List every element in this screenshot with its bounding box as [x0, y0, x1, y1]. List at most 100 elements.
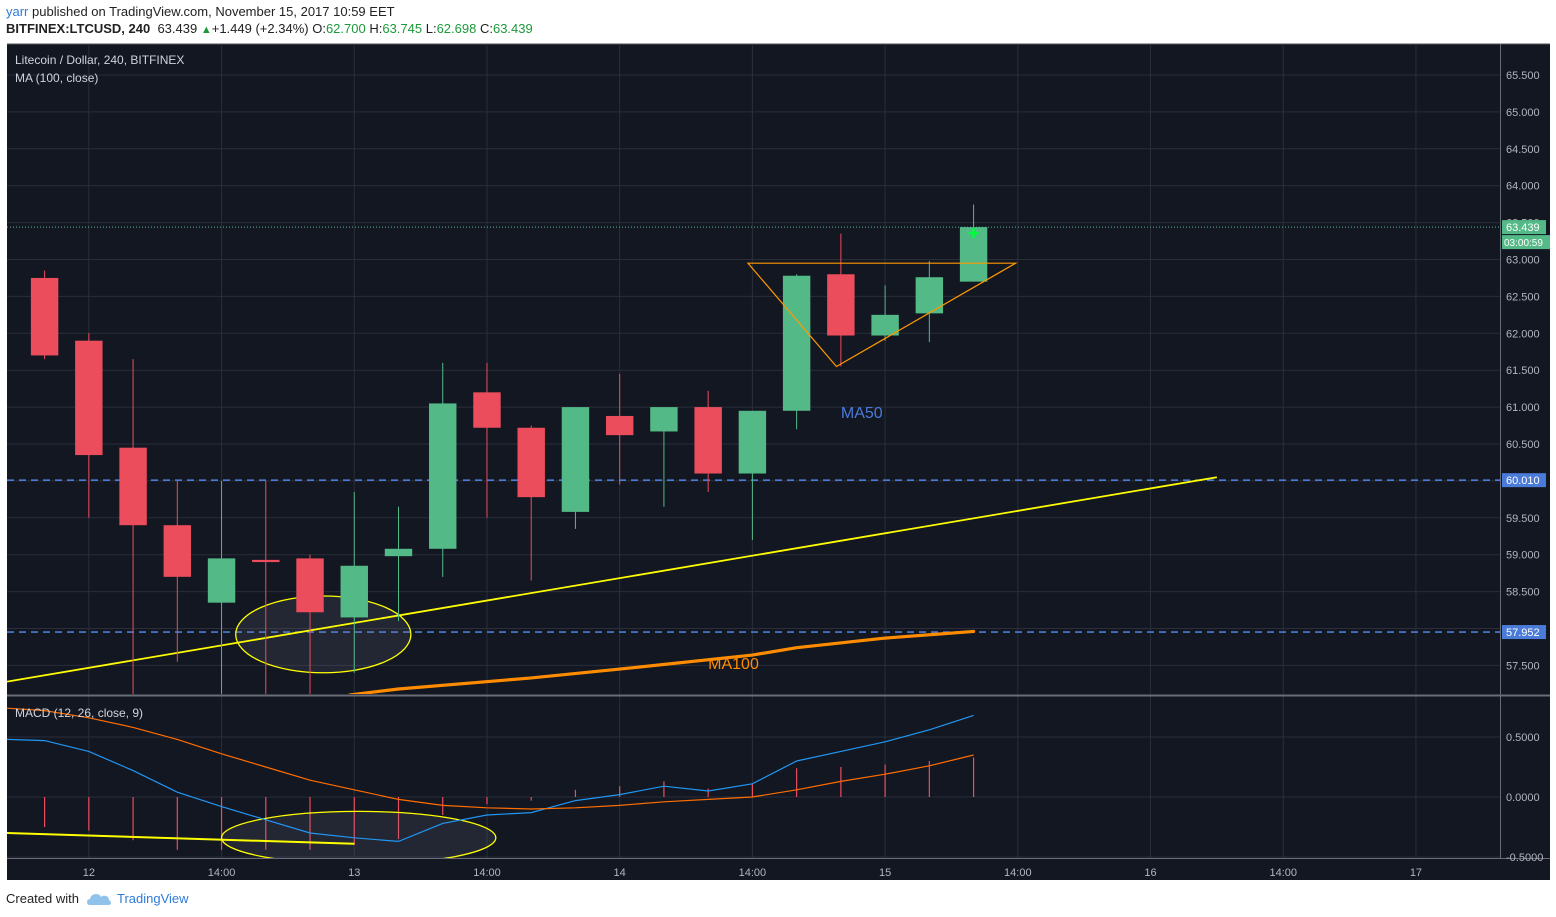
macd-pane: [7, 707, 975, 858]
author-link[interactable]: yarr: [6, 4, 29, 19]
time-tick-label: 14:00: [1004, 867, 1032, 879]
candle-body: [429, 403, 457, 549]
chart-background: [7, 44, 1550, 880]
time-axis: 12 14:00 13 14:00 14 14:00 15 14:00 16 14:00 17: [83, 867, 1422, 879]
macd-tick-label: 0.0000: [1506, 792, 1540, 804]
tradingview-logo-icon: [86, 893, 111, 905]
price-tick-label: 63.000: [1506, 255, 1540, 267]
candle: [561, 407, 590, 529]
created-with-label: Created with: [6, 891, 79, 906]
candle-body: [517, 427, 545, 498]
candle-body: [30, 277, 59, 356]
candle-body: [384, 548, 413, 557]
price-tick-label: 58.500: [1506, 587, 1540, 599]
candle: [252, 480, 280, 694]
price-tick-label: 61.000: [1506, 402, 1540, 414]
macd-signal-line: [7, 707, 974, 810]
high-label: H:: [369, 21, 383, 36]
price-tick-label: 62.500: [1506, 291, 1540, 303]
pane-title: Litecoin / Dollar, 240, BITFINEX: [15, 53, 184, 67]
countdown-tag: [1502, 235, 1550, 250]
candle-body: [605, 415, 634, 436]
candle: [340, 491, 368, 673]
candle: [605, 373, 634, 485]
time-tick-label: 15: [879, 867, 891, 879]
candle: [738, 410, 767, 540]
candle-body: [340, 565, 368, 618]
footer: Created with TradingView: [6, 891, 189, 906]
support-trendline: [7, 476, 1218, 683]
candle: [75, 333, 103, 518]
candle: [207, 480, 236, 694]
low-label: L:: [425, 21, 437, 36]
candle: [650, 407, 678, 507]
time-tick-label: 13: [348, 867, 360, 879]
candle: [119, 359, 147, 694]
price-tick-label: 65.500: [1506, 70, 1540, 82]
level-tag-label: 57.952: [1506, 627, 1540, 639]
candle: [384, 506, 413, 622]
price-tick-label: 61.500: [1506, 365, 1540, 377]
price-tick-label: 59.500: [1506, 513, 1540, 525]
countdown-label: 03:00:59: [1504, 238, 1543, 249]
price-tick-label: 64.500: [1506, 144, 1540, 156]
candle-body: [782, 275, 811, 411]
annotation-label: MA50: [841, 405, 883, 422]
tradingview-link[interactable]: TradingView: [116, 891, 189, 906]
macd-title: MACD (12, 26, close, 9): [15, 706, 143, 720]
candle: [296, 554, 324, 694]
candle: [827, 233, 855, 367]
time-tick-label: 14:00: [739, 867, 767, 879]
macd-tick-label: 0.5000: [1506, 732, 1540, 744]
high-value: 63.745: [382, 21, 423, 36]
time-tick-label: 14:00: [1269, 867, 1297, 879]
price-tick-label: 59.000: [1506, 550, 1540, 562]
last-price-tag: [1502, 220, 1546, 235]
candle: [782, 274, 811, 430]
price-tick-label: 62.000: [1506, 328, 1540, 340]
annotation-label: MA100: [708, 656, 759, 673]
close-label: C:: [479, 21, 493, 36]
price-tick-label: 65.000: [1506, 107, 1540, 119]
grid-lines: [7, 44, 1500, 858]
price-tick-label: 60.500: [1506, 439, 1540, 451]
triangle-pattern: [746, 262, 1018, 368]
time-tick-label: 17: [1410, 867, 1422, 879]
up-arrow-icon: ▲: [200, 24, 212, 36]
last-price: 63.439: [157, 21, 198, 36]
candle: [871, 285, 899, 341]
ma100-line: [348, 629, 976, 694]
publish-line: yarr published on TradingView.com, Novem…: [6, 4, 395, 19]
crosshair-marker: [968, 228, 979, 239]
candle: [163, 480, 192, 662]
candle: [473, 362, 501, 518]
candle-body: [871, 314, 899, 336]
last-price-tag-label: 63.439: [1506, 222, 1540, 234]
macd-axis: 0.5000 0.0000 -0.5000: [1506, 732, 1543, 864]
symbol-line: BITFINEX:LTCUSD, 240 63.439 ▲+1.449 (+2.…: [6, 21, 533, 36]
candle: [429, 362, 457, 577]
time-tick-label: 14:00: [208, 867, 236, 879]
level-tag: [1502, 625, 1546, 640]
macd-trendline: [7, 832, 355, 845]
macd-highlight-ellipse: [220, 810, 497, 858]
candle-body: [75, 340, 103, 456]
candle-body: [163, 525, 192, 577]
candle-body: [561, 407, 590, 512]
candle-body: [694, 407, 722, 474]
candle-body: [296, 558, 324, 613]
open-label: O:: [312, 21, 326, 36]
time-tick-label: 14:00: [473, 867, 501, 879]
candle-body: [252, 559, 280, 563]
price-tick-label: 64.000: [1506, 181, 1540, 193]
candle: [30, 270, 59, 360]
time-tick-label: 16: [1144, 867, 1156, 879]
time-tick-label: 14: [614, 867, 626, 879]
price-pane: MA50 MA100: [7, 204, 1500, 694]
macd-line: [7, 714, 974, 843]
macd-tick-label: -0.5000: [1506, 852, 1543, 864]
open-value: 62.700: [325, 21, 366, 36]
close-value: 63.439: [492, 21, 533, 36]
indicator-label: MA (100, close): [15, 71, 98, 85]
